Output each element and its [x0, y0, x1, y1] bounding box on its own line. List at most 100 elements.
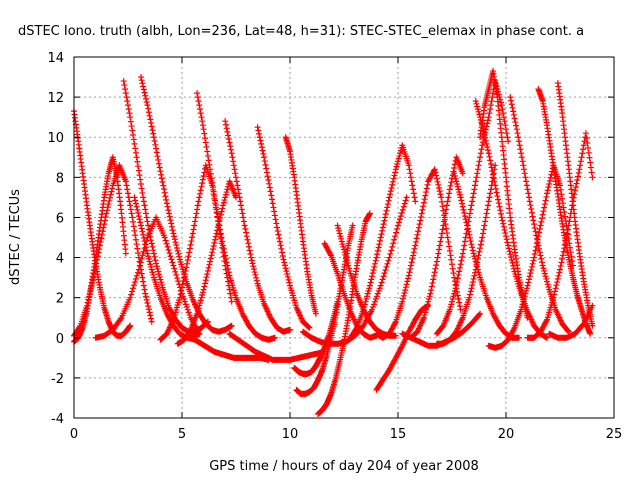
- data-point: [373, 293, 380, 300]
- data-point: [96, 246, 103, 253]
- data-point: [344, 259, 351, 266]
- data-point: [136, 216, 143, 223]
- data-point: [145, 253, 152, 260]
- data-point: [274, 228, 281, 235]
- data-point: [155, 271, 162, 278]
- data-point: [152, 141, 159, 148]
- data-point: [147, 312, 154, 319]
- data-point: [518, 304, 525, 311]
- data-point: [392, 320, 399, 327]
- data-point: [559, 195, 566, 202]
- data-point: [213, 206, 220, 213]
- data-point: [435, 181, 442, 188]
- data-point: [449, 265, 456, 272]
- data-point: [169, 259, 176, 266]
- data-point: [145, 303, 152, 310]
- data-point: [486, 110, 493, 117]
- data-point: [389, 181, 396, 188]
- data-point: [563, 234, 570, 241]
- data-point: [248, 254, 255, 261]
- data-point: [441, 218, 448, 225]
- data-point: [222, 194, 229, 201]
- data-series: [185, 334, 272, 363]
- data-point: [125, 106, 132, 113]
- data-point: [430, 276, 437, 283]
- data-point: [143, 214, 150, 221]
- data-point: [76, 323, 83, 330]
- data-point: [201, 130, 208, 137]
- data-point: [201, 283, 208, 290]
- data-point: [167, 217, 174, 224]
- data-point: [482, 218, 489, 225]
- data-point: [494, 193, 501, 200]
- data-point: [542, 273, 549, 280]
- data-point: [536, 226, 543, 233]
- data-point: [345, 262, 352, 269]
- data-point: [379, 276, 386, 283]
- data-point: [410, 190, 417, 197]
- data-point: [167, 253, 174, 260]
- data-point: [477, 310, 484, 317]
- data-point: [280, 256, 287, 263]
- x-tick-label: 25: [606, 427, 623, 442]
- data-point: [487, 190, 494, 197]
- data-point: [272, 216, 279, 223]
- data-point: [544, 281, 551, 288]
- data-point: [195, 198, 202, 205]
- data-point: [486, 194, 493, 201]
- data-point: [349, 222, 356, 229]
- data-point: [340, 243, 347, 250]
- data-point: [407, 265, 414, 272]
- data-point: [379, 224, 386, 231]
- data-point: [212, 197, 219, 204]
- data-point: [281, 259, 288, 266]
- data-point: [175, 250, 182, 257]
- data-point: [145, 109, 152, 116]
- data-point: [205, 157, 212, 164]
- data-point: [127, 114, 134, 121]
- data-point: [132, 200, 139, 207]
- data-point: [393, 229, 400, 236]
- data-point: [142, 290, 149, 297]
- data-point: [558, 259, 565, 266]
- data-point: [453, 282, 460, 289]
- data-point: [287, 326, 293, 333]
- data-point: [537, 222, 544, 229]
- data-point: [151, 253, 158, 260]
- data-point: [455, 271, 462, 278]
- data-point: [156, 164, 163, 171]
- data-point: [136, 172, 143, 179]
- data-point: [503, 130, 510, 137]
- data-point: [559, 252, 566, 259]
- data-point: [146, 112, 153, 119]
- data-point: [141, 202, 148, 209]
- data-point: [369, 306, 376, 313]
- data-point: [543, 275, 550, 282]
- data-point: [476, 271, 483, 278]
- data-point: [405, 272, 412, 279]
- data-point: [165, 246, 172, 253]
- data-point: [473, 100, 480, 107]
- data-series: [174, 178, 239, 347]
- data-point: [363, 296, 370, 303]
- data-point: [505, 138, 512, 145]
- data-point: [227, 294, 234, 301]
- data-point: [137, 181, 144, 188]
- data-point: [143, 238, 150, 245]
- data-point: [221, 249, 228, 256]
- data-point: [217, 226, 224, 233]
- data-point: [493, 189, 500, 196]
- data-point: [448, 179, 455, 186]
- data-point: [140, 278, 147, 285]
- data-point: [523, 178, 530, 185]
- data-point: [122, 90, 129, 97]
- data-point: [85, 296, 92, 303]
- data-point: [414, 231, 421, 238]
- data-point: [261, 154, 268, 161]
- data-point: [488, 164, 495, 171]
- data-point: [209, 179, 216, 186]
- data-point: [209, 184, 216, 191]
- data-point: [342, 251, 349, 258]
- data-point: [194, 202, 201, 209]
- data-point: [480, 226, 487, 233]
